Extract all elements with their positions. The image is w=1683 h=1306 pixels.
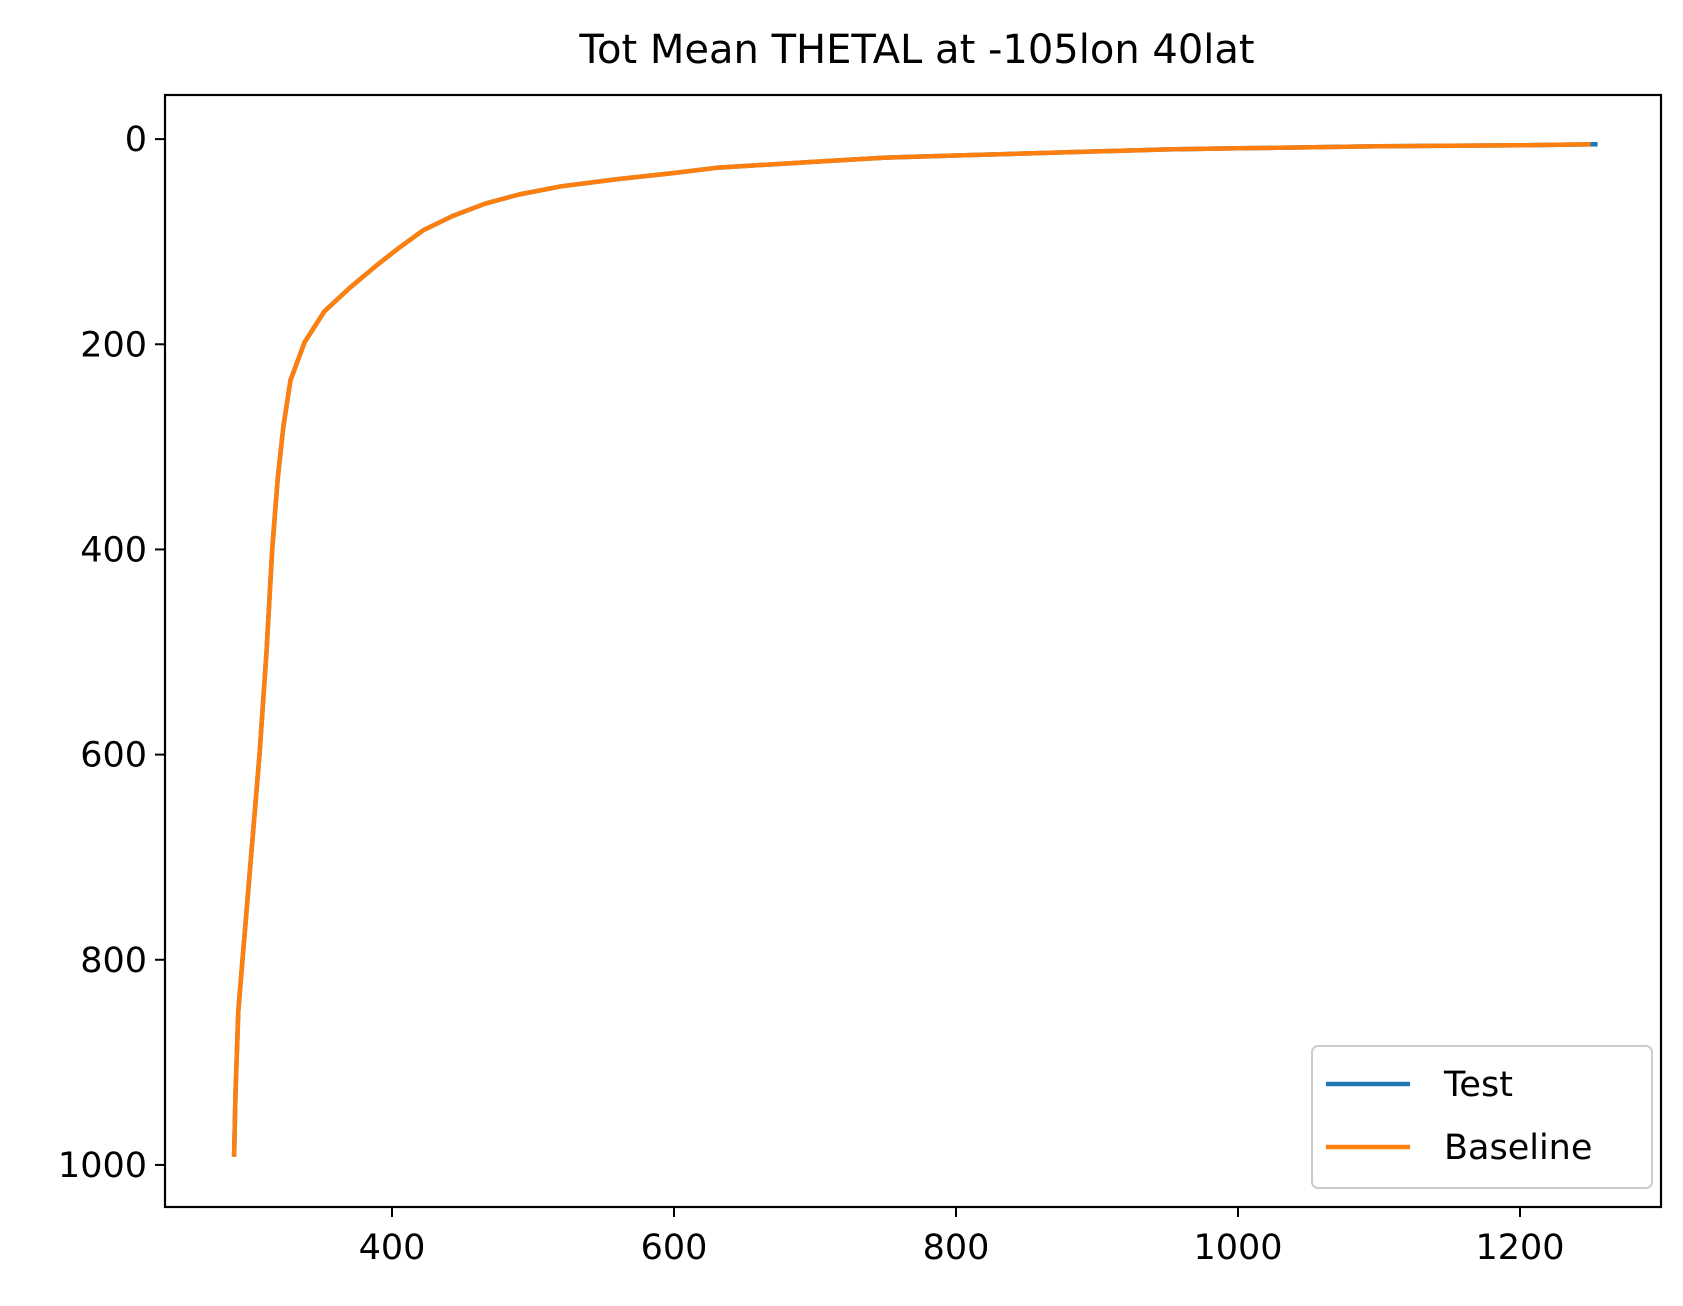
x-tick-label: 1000 [1193,1228,1282,1268]
legend-label-test: Test [1443,1065,1513,1105]
legend: Test Baseline [1311,1045,1653,1189]
y-tick-label: 200 [80,325,147,365]
y-tick-label: 0 [125,120,147,160]
y-axis-ticks: 0 200 400 600 800 1000 [58,120,165,1186]
chart-title: Tot Mean THETAL at -105lon 40lat [578,27,1254,73]
y-tick-label: 800 [80,941,147,981]
x-tick-label: 400 [359,1228,426,1268]
series-line-test [231,141,1598,1157]
plot-lines [231,141,1598,1157]
x-axis-ticks: 400 600 800 1000 1200 [359,1207,1565,1268]
x-tick-label: 1200 [1475,1228,1564,1268]
y-tick-label: 600 [80,736,147,776]
series-line-baseline [231,141,1591,1157]
x-tick-label: 800 [923,1228,990,1268]
legend-box [1311,1045,1653,1189]
x-tick-label: 600 [641,1228,708,1268]
y-tick-label: 400 [80,530,147,570]
plot-frame [163,93,1663,1209]
y-tick-label: 1000 [58,1146,147,1186]
legend-label-baseline: Baseline [1444,1128,1592,1168]
